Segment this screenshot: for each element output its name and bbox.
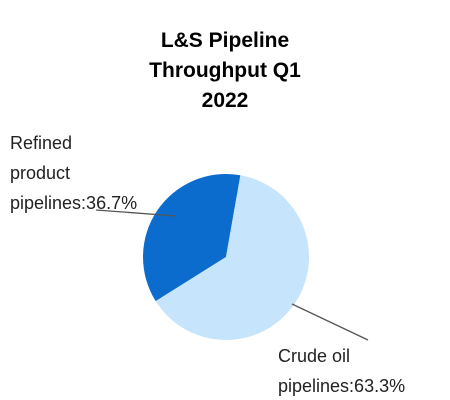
data-label: Refined product pipelines:36.7% [10, 133, 138, 213]
leader-line [291, 303, 369, 341]
data-label: Crude oil pipelines:63.3% [278, 346, 406, 396]
pie-slice [155, 175, 309, 340]
leader-line [95, 209, 177, 217]
chart-title: L&S Pipeline Throughput Q1 2022 [149, 29, 301, 112]
pie-slice [143, 174, 241, 302]
